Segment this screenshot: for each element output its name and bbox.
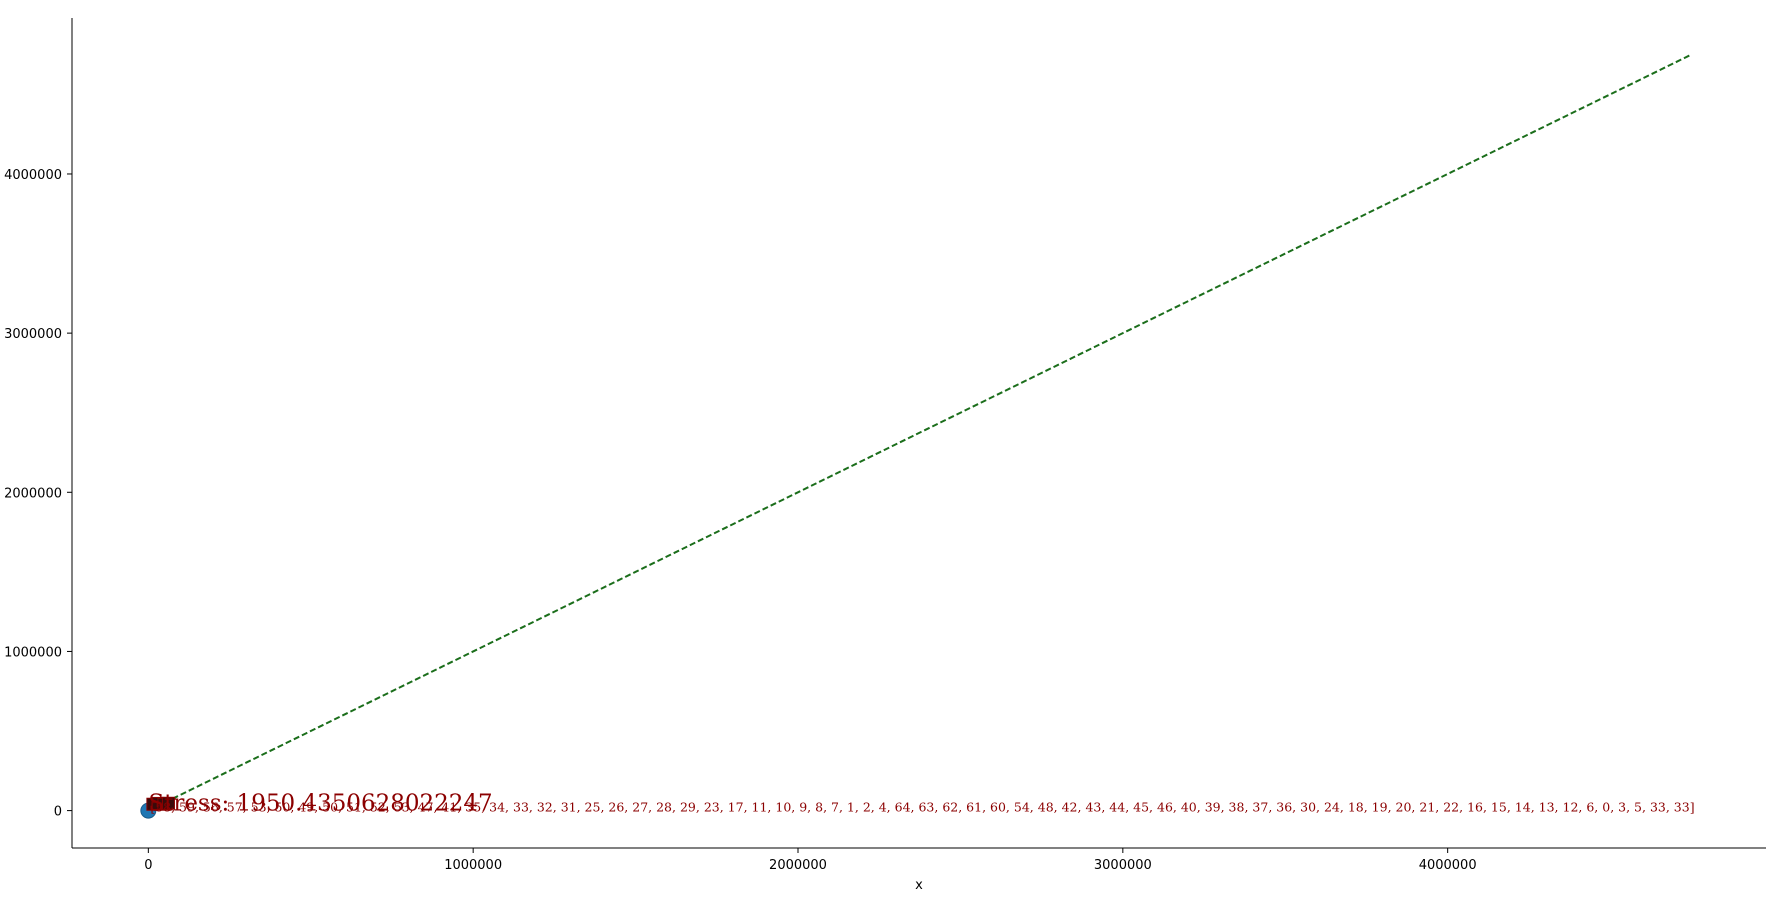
reference-line bbox=[147, 53, 1692, 812]
y-tick-label: 0 bbox=[54, 805, 62, 820]
x-tick-label: 1000000 bbox=[444, 858, 502, 873]
y-tick-label: 4000000 bbox=[4, 168, 62, 183]
x-tick-label: 3000000 bbox=[1094, 858, 1152, 873]
y-tick-label: 2000000 bbox=[4, 486, 62, 501]
y-tick-label: 1000000 bbox=[4, 645, 62, 660]
stress-annotation: Stress: 1950.4350628022247 bbox=[148, 791, 492, 817]
y-tick-label: 3000000 bbox=[4, 327, 62, 342]
y-ticks: 0 1000000 2000000 3000000 4000000 bbox=[4, 168, 72, 820]
cluster-markers bbox=[146, 796, 175, 811]
axes bbox=[71, 18, 1766, 849]
cluster-marker bbox=[161, 796, 175, 810]
x-axis-label: x bbox=[915, 878, 923, 893]
x-ticks: 0 1000000 2000000 3000000 4000000 bbox=[144, 848, 1477, 873]
x-tick-label: 0 bbox=[144, 858, 152, 873]
x-tick-label: 4000000 bbox=[1419, 858, 1477, 873]
order-annotation: [58, 59, 56, 57, 53, 50, 49, 50, 51, 52,… bbox=[150, 800, 1694, 815]
x-tick-label: 2000000 bbox=[769, 858, 827, 873]
